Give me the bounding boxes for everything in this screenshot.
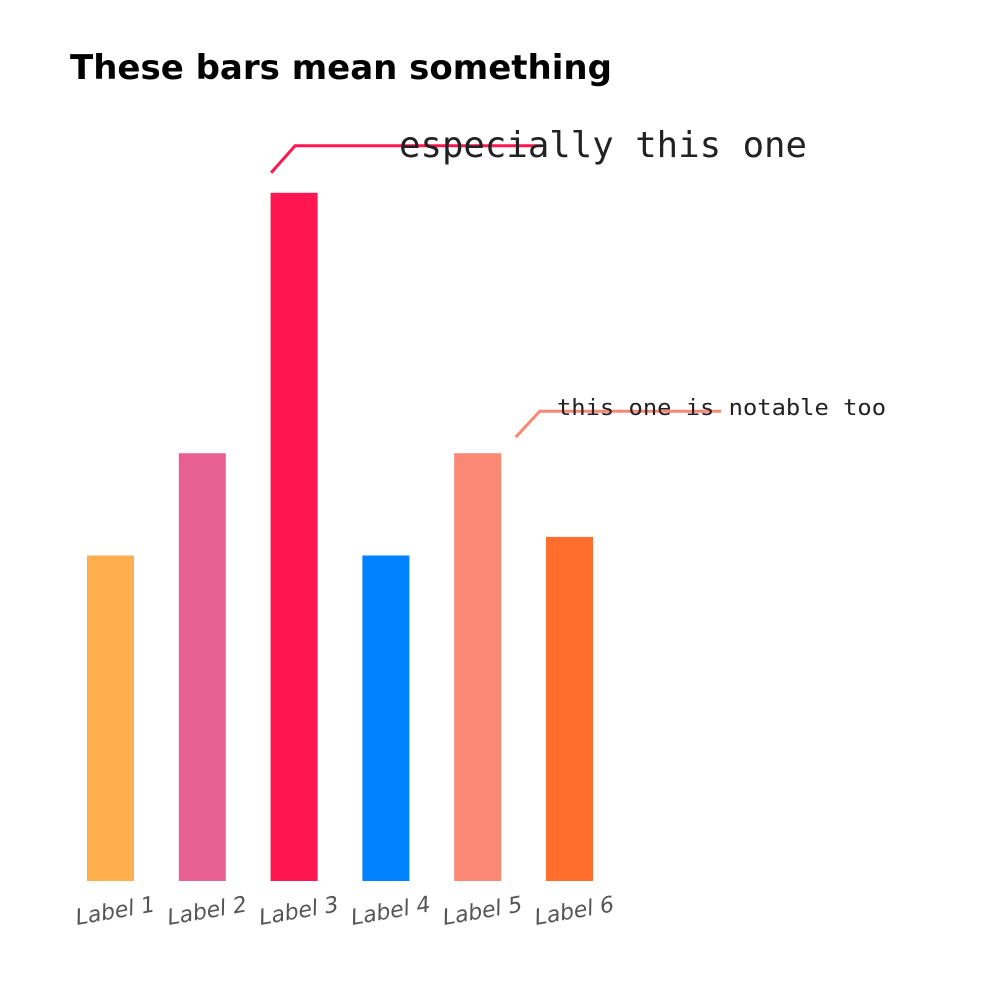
x-tick-label-6: Label 6 (533, 892, 616, 931)
bar-2 (178, 453, 226, 881)
x-tick-label-5: Label 5 (441, 892, 524, 931)
annotation-2-leader-line (514, 409, 721, 439)
bar-1 (87, 555, 134, 881)
bar-6 (546, 536, 593, 881)
x-tick-label-1: Label 1 (74, 892, 157, 931)
annotations-group: especially this one this one is notable t… (269, 125, 886, 439)
annotation-2-text: this one is notable too (557, 396, 886, 421)
x-tick-labels: Label 1 Label 2 Label 3 Label 4 Label 5 Label… (74, 892, 616, 931)
bars-group (87, 192, 593, 882)
bar-4 (362, 555, 410, 881)
chart-title: These bars mean something (70, 48, 612, 88)
bar-5 (454, 453, 502, 881)
x-tick-label-4: Label 4 (349, 892, 432, 931)
x-tick-label-3: Label 3 (257, 892, 340, 931)
x-tick-label-2: Label 2 (165, 892, 248, 931)
annotation-1-text: especially this one (399, 125, 807, 166)
annotation-1-leader-line (269, 144, 542, 174)
bar-3 (270, 192, 318, 882)
